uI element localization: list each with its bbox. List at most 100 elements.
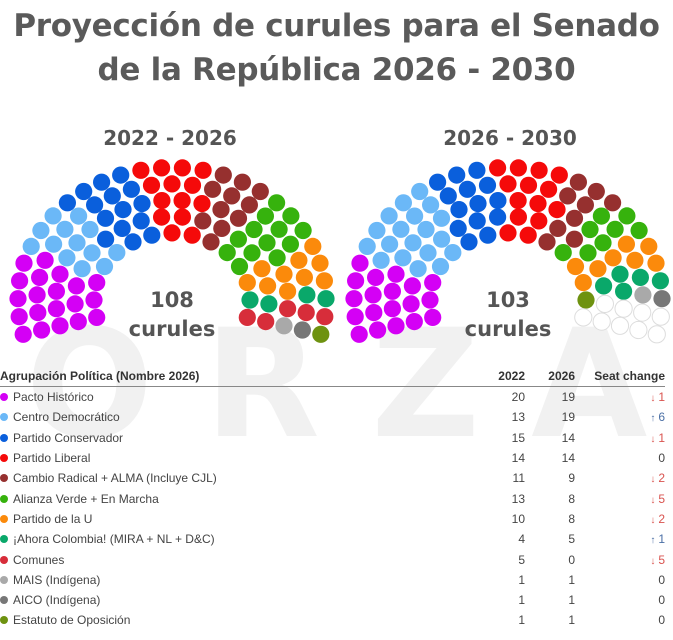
seat-dot [422,196,440,214]
seat-dot [66,295,84,313]
seats-2022: 13 [511,410,525,425]
seats-2022: 15 [511,430,525,445]
seat-change-value: 2 [658,511,665,526]
seat-dot [439,187,457,205]
seat-dot [95,257,114,276]
empty-seat-dot [633,303,652,322]
seat-dot [381,235,399,253]
seat-dot [429,173,447,191]
seat-dot [268,194,286,212]
party-name-cell: AICO (Indígena) [0,593,475,607]
seat-dot [238,308,256,326]
seat-dot [88,274,106,292]
seat-dot [358,237,376,255]
seat-dot [653,290,671,308]
seat-dot [11,272,29,290]
empty-seat-dot [614,299,633,318]
seat-dot [450,201,468,219]
seat-dot [88,308,106,326]
seat-dot [173,192,191,210]
seat-dot [448,166,466,184]
seat-dot [9,290,27,308]
seat-dot [113,219,131,237]
seat-dot [380,207,398,225]
seat-dot [406,207,424,225]
seat-dot [85,291,103,309]
seat-dot [618,207,636,225]
seats-2026: 9 [568,471,575,486]
table-row: Centro Democrático 13 19 ↑ 6 [0,407,665,427]
seat-change: 0 [575,613,665,627]
party-color-dot-icon [0,413,8,422]
seats-2026: 1 [568,593,575,608]
seat-dot [394,194,412,212]
seat-total-label: curules [464,317,552,341]
seat-dot [351,254,369,272]
seat-dot [651,272,669,290]
seat-dot [282,207,300,225]
header-2026: 2026 [548,369,575,383]
seat-dot [468,212,486,230]
seat-dot [96,209,115,227]
seat-dot [411,182,429,201]
party-color-dot-icon [0,575,8,584]
seat-dot [202,233,220,251]
seat-dot [229,209,248,227]
seat-dot [229,230,247,248]
seat-change-value: 5 [658,552,665,567]
seat-dot [421,291,439,309]
seat-dot [245,220,263,239]
chamber-2026-2030: 2026 - 2030 103 curules [340,120,673,360]
party-color-dot-icon [0,433,8,442]
seats-2022: 10 [511,511,525,526]
seat-dot [594,234,612,252]
table-row: AICO (Indígena) 1 1 0 [0,590,665,610]
seat-dot [240,196,258,214]
seat-dot [93,173,111,191]
seat-change: ↓ 1 [575,390,665,404]
seat-dot [316,308,334,326]
party-color-dot-icon [0,535,8,544]
seat-dot [68,234,86,252]
party-name: Pacto Histórico [13,390,94,405]
seats-2022: 1 [518,572,525,587]
seat-dot [347,272,365,290]
seat-dot [431,257,450,276]
seat-dot [611,265,629,283]
seat-dot [279,300,297,318]
seat-dot [69,313,87,331]
seat-dot [295,268,313,286]
seat-dot [124,233,142,251]
seats-2022: 1 [518,593,525,608]
seat-change-value: 0 [658,613,665,628]
arrow-down-icon: ↓ [650,393,656,405]
seat-dot [604,249,622,267]
seat-dot [630,221,648,240]
title-line-1: Proyección de curules para el Senado [13,8,660,44]
seat-dot [44,207,62,225]
seat-dot [281,235,299,253]
seat-dot [132,212,150,230]
seat-dot [251,182,269,201]
seat-dot [565,209,584,227]
party-color-dot-icon [0,474,8,483]
seat-dot [387,265,405,283]
seat-dot [529,195,547,213]
seat-change-value: 5 [658,491,665,506]
seat-dot [153,192,171,210]
seats-2022: 1 [518,613,525,628]
party-name-cell: Estatuto de Oposición [0,613,475,627]
party-name-cell: Partido Conservador [0,431,475,445]
seat-change-value: 0 [658,451,665,466]
seat-dot [577,291,595,309]
seat-change: ↓ 2 [575,471,665,485]
seat-dot [489,192,507,210]
seat-dot [383,300,401,318]
seat-change: ↓ 5 [575,492,665,506]
seat-dot [183,226,201,244]
seats-2026: 8 [568,511,575,526]
seat-change: 0 [575,593,665,607]
seat-dot [122,180,140,198]
chamber-title: 2026 - 2030 [443,126,577,150]
seat-dot [238,274,256,292]
